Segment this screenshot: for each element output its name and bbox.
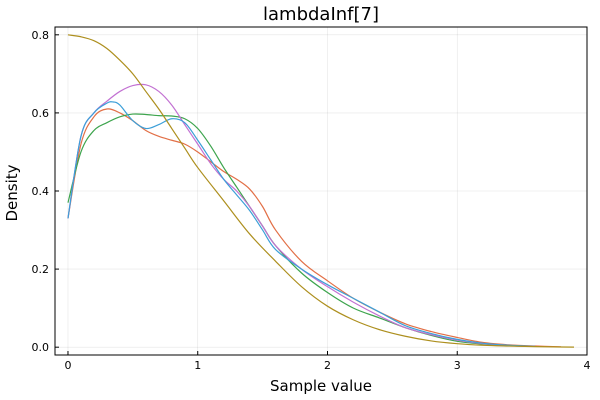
series-line-3 xyxy=(67,83,536,348)
x-tick-label: 2 xyxy=(324,359,331,372)
series-line-5 xyxy=(67,34,575,348)
y-tick-label: 0.0 xyxy=(32,341,50,354)
y-axis-label: Density xyxy=(3,164,21,221)
series-line-4 xyxy=(67,101,536,348)
x-tick-label: 4 xyxy=(584,359,591,372)
y-tick-label: 0.2 xyxy=(32,263,50,276)
axis-ticks: 0 1 2 3 4 0.0 0.2 0.4 0.6 0.8 xyxy=(32,29,591,372)
y-tick-label: 0.4 xyxy=(32,185,50,198)
y-tick-label: 0.8 xyxy=(32,29,50,42)
x-tick-label: 1 xyxy=(194,359,201,372)
chart-title: lambdaInf[7] xyxy=(263,4,379,25)
x-tick-label: 0 xyxy=(64,359,71,372)
y-tick-label: 0.6 xyxy=(32,107,50,120)
x-tick-label: 3 xyxy=(454,359,461,372)
x-axis-label: Sample value xyxy=(270,377,372,395)
series-line-2 xyxy=(67,113,536,348)
series-lines xyxy=(67,34,575,348)
series-line-1 xyxy=(67,108,562,348)
